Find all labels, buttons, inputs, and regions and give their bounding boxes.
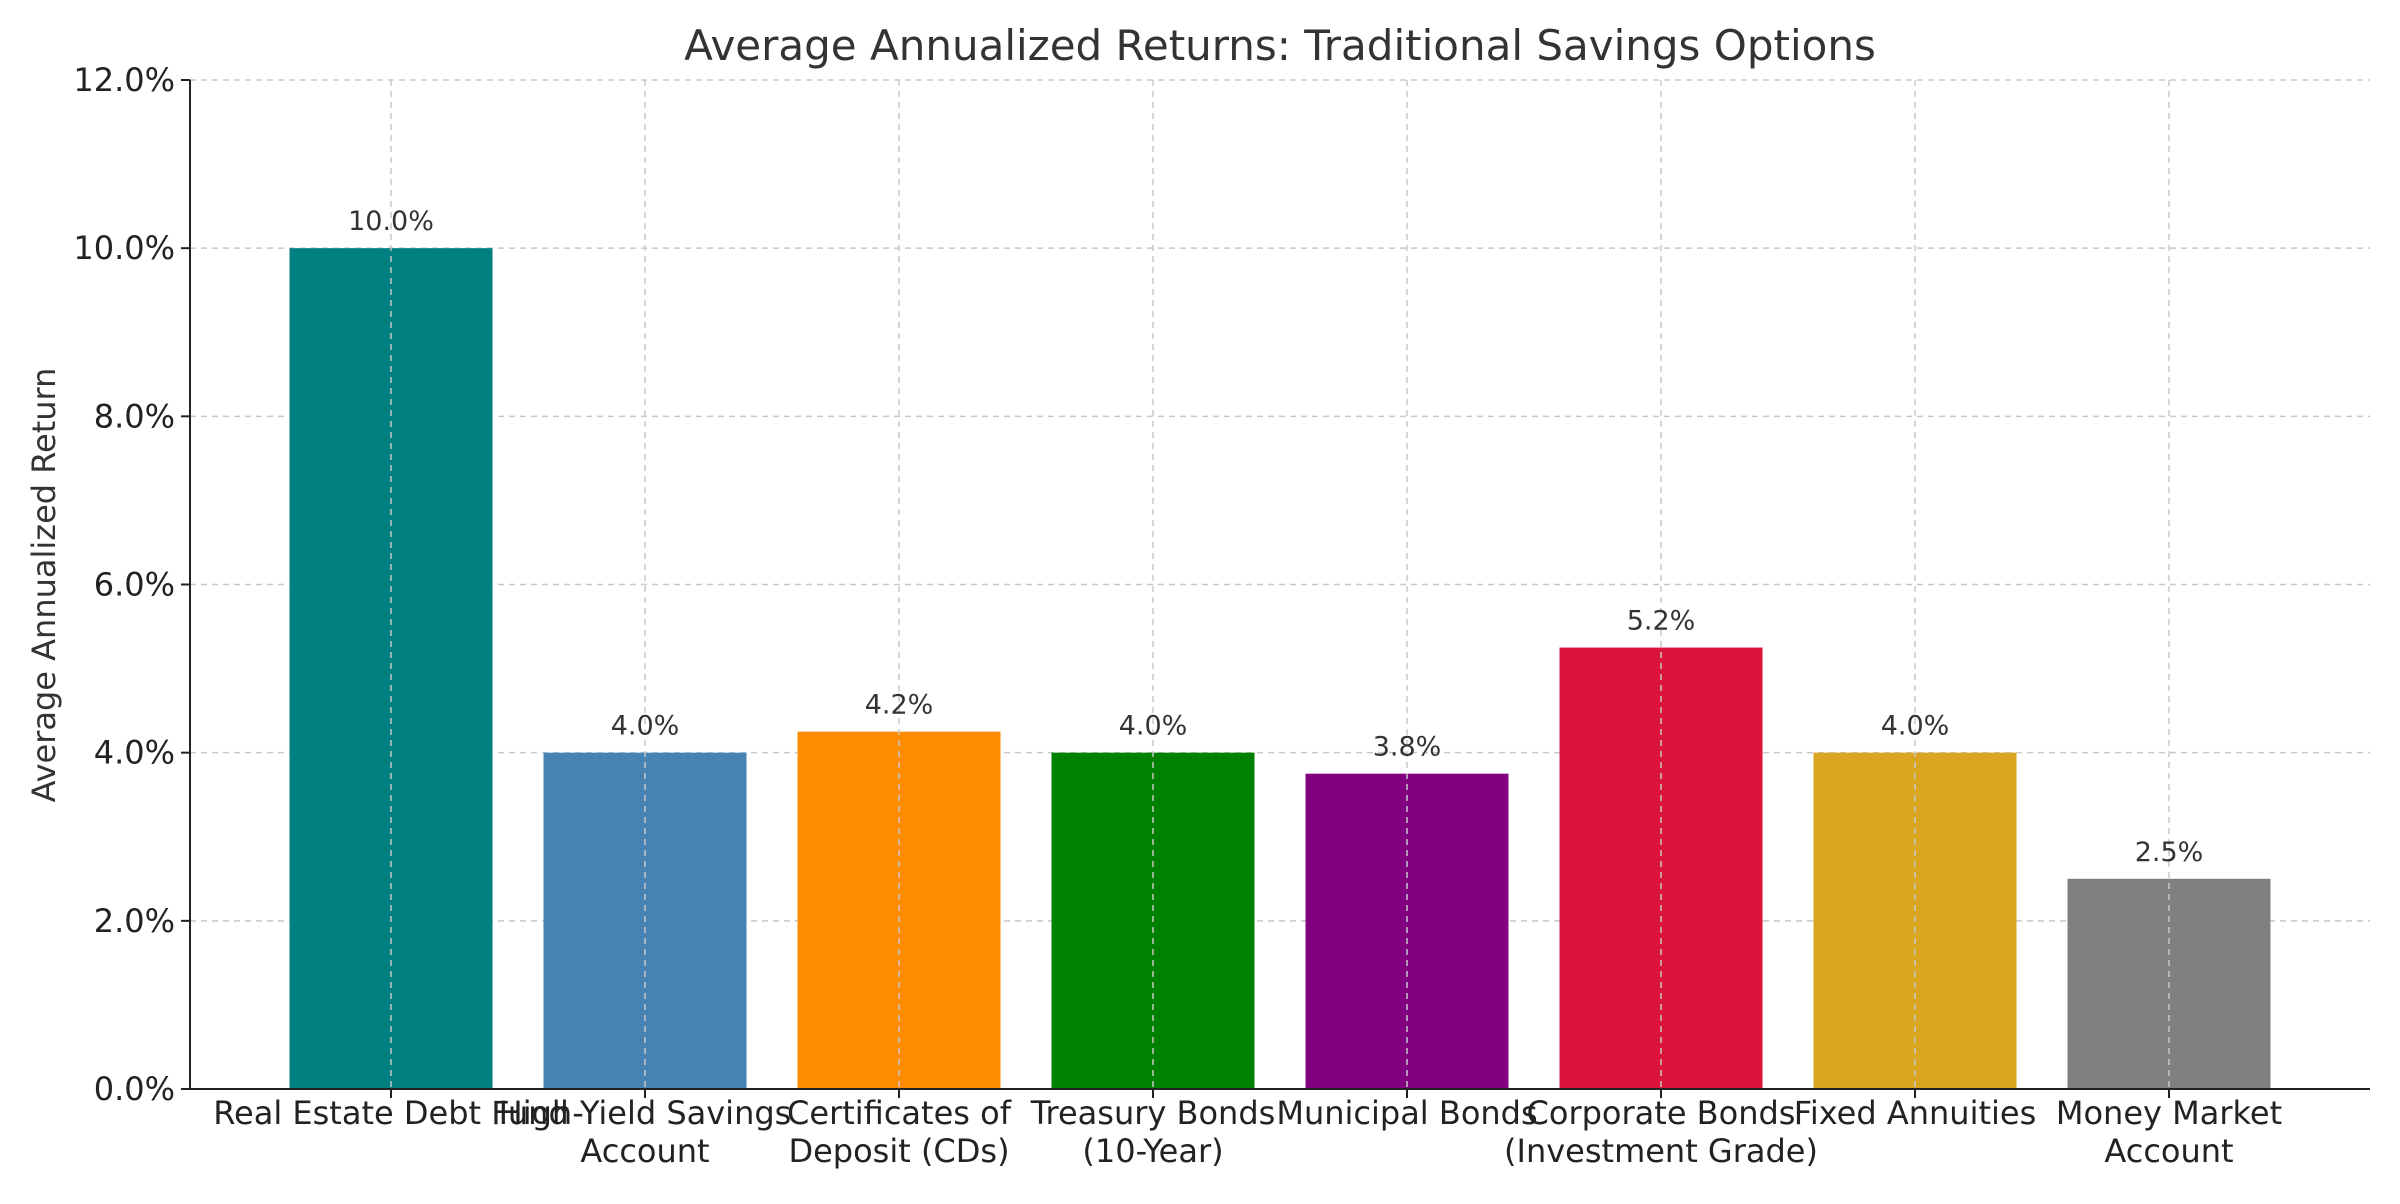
data-label: 4.0%	[611, 711, 680, 742]
data-label: 4.0%	[1119, 711, 1188, 742]
x-tick-label: Money Market Account	[2056, 1094, 2282, 1170]
data-label: 3.8%	[1373, 732, 1442, 763]
x-tick-label: High-Yield Savings Account	[499, 1094, 792, 1170]
data-label: 10.0%	[348, 206, 434, 237]
data-label: 4.2%	[865, 690, 934, 721]
data-label: 5.2%	[1627, 606, 1696, 637]
x-tick-label-line: Deposit (CDs)	[788, 1132, 1009, 1170]
y-tick-label: 4.0%	[94, 734, 175, 772]
x-tick-label-line: Corporate Bonds	[1527, 1094, 1796, 1132]
y-tick-label: 2.0%	[94, 902, 175, 940]
vertical-grid-layer	[390, 80, 2170, 1089]
x-tick-label: Treasury Bonds (10-Year)	[1030, 1094, 1276, 1170]
x-tick-label-line: Real Estate Debt Fund	[213, 1094, 569, 1132]
x-tick-label-line: Municipal Bonds	[1276, 1094, 1537, 1132]
chart-title: Average Annualized Returns: Traditional …	[684, 21, 1876, 70]
x-tick-label: Certificates of Deposit (CDs)	[787, 1094, 1012, 1170]
x-tick-label-line: Account	[2104, 1132, 2233, 1170]
x-tick-label-line: (Investment Grade)	[1504, 1132, 1818, 1170]
y-tick-label: 12.0%	[73, 61, 175, 99]
labels-layer: 0.0% 2.0% 4.0% 6.0% 8.0% 10.0% 12.0% Real Estat…	[73, 61, 2282, 1170]
y-tick-label: 6.0%	[94, 566, 175, 604]
x-tick-label: Fixed Annuities	[1794, 1094, 2037, 1132]
y-tick-label: 8.0%	[94, 397, 175, 435]
x-tick-label-line: High-Yield Savings	[499, 1094, 792, 1132]
x-tick-label-line: (10-Year)	[1082, 1132, 1223, 1170]
data-label: 2.5%	[2135, 837, 2204, 868]
x-tick-label-line: Fixed Annuities	[1794, 1094, 2037, 1132]
x-tick-label-line: Money Market	[2056, 1094, 2282, 1132]
y-tick-label: 10.0%	[73, 229, 175, 267]
x-tick-label-line: Certificates of	[787, 1094, 1012, 1132]
data-label: 4.0%	[1881, 711, 1950, 742]
x-tick-label-line: Account	[580, 1132, 709, 1170]
x-tick-label-line: Treasury Bonds	[1030, 1094, 1276, 1132]
x-tick-label: Municipal Bonds	[1276, 1094, 1537, 1132]
grid-layer	[190, 79, 2370, 922]
y-axis-label: Average Annualized Return	[25, 368, 63, 803]
x-tick-label: Real Estate Debt Fund	[213, 1094, 569, 1132]
bars-layer	[289, 248, 2271, 1089]
bar-6	[1559, 647, 1763, 1089]
x-tick-label: Corporate Bonds (Investment Grade)	[1504, 1094, 1818, 1170]
axes-layer	[181, 79, 2370, 1098]
y-tick-label: 0.0%	[94, 1070, 175, 1108]
